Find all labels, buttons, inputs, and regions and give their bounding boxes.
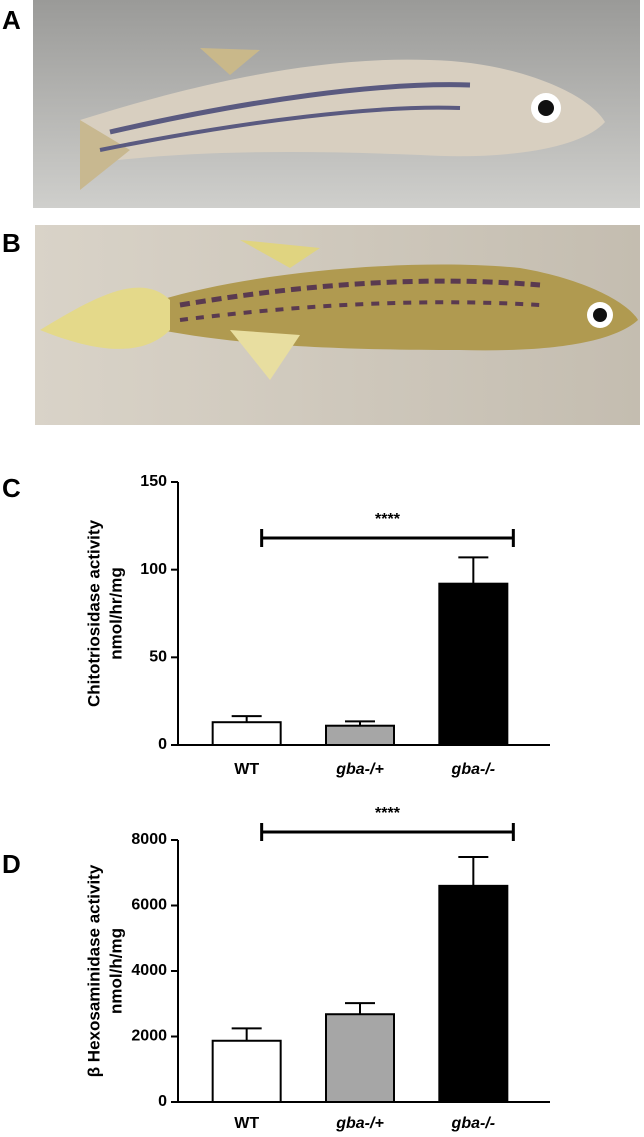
x-tick-label: WT xyxy=(234,761,259,778)
bar xyxy=(325,724,395,746)
bar-chart: C Chitotriosidase activity nmol/hr/mg 0 50 10… xyxy=(2,473,550,778)
x-tick-label: gba-/+ xyxy=(335,1115,384,1132)
bar xyxy=(325,1013,395,1103)
y-axis-label: β Hexosaminidase activity xyxy=(84,864,103,1077)
bar-chart: Dβ Hexosaminidase activity nmol/h/mg 0 2000… xyxy=(2,805,550,1132)
y-tick-label: 150 xyxy=(140,473,167,490)
significance-label: **** xyxy=(375,805,401,822)
y-axis-label: Chitotriosidase activity xyxy=(84,519,103,707)
photo-a xyxy=(33,0,640,208)
x-tick-label: WT xyxy=(234,1115,259,1132)
panel-label: A xyxy=(2,5,21,35)
y-axis-label: nmol/h/mg xyxy=(106,928,125,1014)
y-axis-label: nmol/hr/mg xyxy=(106,567,125,660)
bar xyxy=(211,1039,282,1103)
y-tick-label: 2000 xyxy=(131,1028,167,1045)
y-tick-label: 0 xyxy=(158,1093,167,1110)
y-tick-label: 50 xyxy=(149,649,167,666)
panel-label: B xyxy=(2,228,21,258)
y-tick-label: 0 xyxy=(158,736,167,753)
y-tick-label: 6000 xyxy=(131,897,167,914)
photo-b xyxy=(35,225,640,425)
x-tick-label: gba-/- xyxy=(451,761,496,778)
x-tick-label: gba-/- xyxy=(451,1115,496,1132)
panel-label: C xyxy=(2,473,21,503)
x-tick-label: gba-/+ xyxy=(335,761,384,778)
y-tick-label: 8000 xyxy=(131,831,167,848)
panel-label: D xyxy=(2,849,21,879)
y-tick-label: 4000 xyxy=(131,962,167,979)
bar xyxy=(438,582,509,747)
y-tick-label: 100 xyxy=(140,561,167,578)
bar xyxy=(438,884,509,1103)
significance-label: **** xyxy=(375,511,401,528)
bar xyxy=(211,721,282,746)
